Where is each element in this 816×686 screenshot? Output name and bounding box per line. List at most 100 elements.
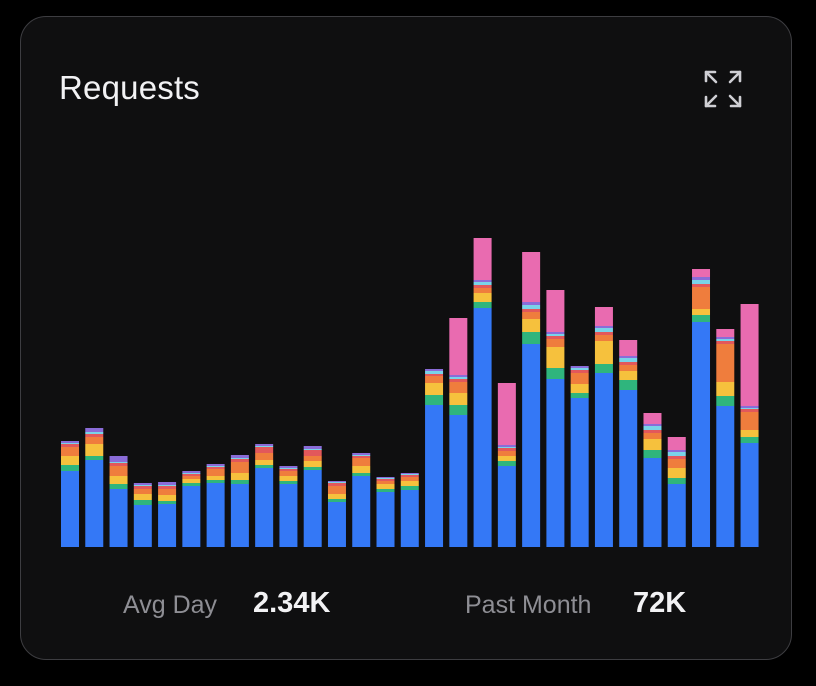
bar-segment-primary (425, 405, 444, 547)
bar-segment-purple (133, 483, 152, 485)
bar-segment-yellow (497, 456, 516, 461)
bar-segment-purple (303, 446, 322, 449)
bar-segment-primary (109, 489, 128, 547)
expand-icon[interactable] (703, 69, 743, 109)
bar-segment-cyan (400, 474, 419, 475)
bar-segment-cyan (352, 455, 371, 456)
bar-segment-orange (400, 477, 419, 481)
bar-segment-yellow (400, 481, 419, 486)
bar-D21 (546, 290, 565, 547)
bar-segment-yellow (352, 466, 371, 473)
bar-segment-yellow (376, 484, 395, 489)
bar-D17 (449, 318, 468, 547)
bar-segment-red (692, 284, 711, 287)
bar-D1 (61, 441, 79, 547)
bar-segment-cyan (740, 408, 759, 409)
bar-segment-cyan (619, 358, 638, 362)
bar-segment-yellow (522, 319, 541, 332)
bar-D19 (497, 383, 516, 547)
bar-D28 (716, 329, 735, 547)
past-month-label: Past Month (465, 591, 592, 619)
bar-segment-green (643, 450, 662, 458)
bar-segment-yellow (327, 494, 346, 499)
bar-segment-orange (667, 459, 686, 468)
bar-segment-purple (473, 280, 492, 282)
bar-segment-primary (133, 505, 152, 547)
bar-segment-purple (255, 444, 274, 446)
bar-segment-red (667, 456, 686, 459)
bar-segment-purple (400, 473, 419, 474)
bar-segment-primary (230, 484, 249, 547)
bar-segment-cyan (327, 482, 346, 483)
bar-segment-orange (206, 469, 225, 476)
bar-segment-green (133, 500, 152, 505)
bar-segment-green (497, 461, 516, 466)
bar-segment-red (740, 409, 759, 412)
bar-segment-green (352, 473, 371, 476)
bar-segment-orange (230, 462, 249, 473)
bar-segment-primary (400, 490, 419, 547)
card-title: Requests (59, 69, 201, 106)
bar-segment-purple (206, 464, 225, 466)
bar-segment-orange (449, 382, 468, 393)
bar-segment-purple (449, 375, 468, 377)
bar-segment-purple (158, 482, 177, 485)
bar-segment-purple (716, 337, 735, 339)
bar-segment-pink (667, 437, 686, 450)
bar-segment-yellow (594, 341, 613, 364)
bar-segment-purple (425, 369, 444, 371)
bar-segment-purple (327, 481, 346, 482)
bar-segment-primary (473, 308, 492, 547)
bar-segment-orange (303, 456, 322, 461)
bar-segment-cyan (497, 447, 516, 448)
bar-segment-cyan (570, 368, 589, 370)
bar-segment-primary (643, 458, 662, 547)
bar-segment-purple (692, 277, 711, 280)
bar-segment-orange (643, 433, 662, 439)
bar-segment-green (303, 467, 322, 470)
bar-segment-red (619, 362, 638, 365)
bar-segment-yellow (303, 461, 322, 467)
bar-segment-cyan (109, 462, 128, 463)
bar-segment-red (497, 448, 516, 451)
bar-segment-yellow (206, 476, 225, 480)
bar-segment-yellow (740, 430, 759, 437)
bar-segment-primary (255, 468, 274, 547)
bar-segment-green (546, 368, 565, 379)
bar-segment-primary (740, 443, 759, 547)
bar-segment-cyan (182, 473, 201, 474)
bar-segment-green (255, 465, 274, 468)
bar-segment-green (327, 499, 346, 502)
bar-segment-green (449, 405, 468, 415)
bar-segment-primary (522, 344, 541, 547)
bar-segment-purple (230, 455, 249, 458)
bar-segment-yellow (425, 383, 444, 395)
bar-segment-red (352, 456, 371, 458)
bar-segment-green (61, 465, 79, 471)
bar-segment-pink (522, 252, 541, 302)
bar-segment-yellow (643, 439, 662, 450)
bar-segment-green (667, 478, 686, 484)
bar-D5 (158, 482, 177, 547)
bar-segment-green (716, 396, 735, 406)
bar-segment-orange (85, 437, 104, 444)
bar-segment-orange (376, 481, 395, 484)
bar-D24 (619, 340, 638, 547)
bar-segment-orange (425, 376, 444, 383)
bar-segment-pink (716, 329, 735, 337)
bar-segment-green (109, 484, 128, 489)
bar-segment-primary (61, 471, 79, 547)
bar-segment-cyan (303, 449, 322, 450)
bar-segment-yellow (109, 476, 128, 484)
bar-segment-yellow (716, 382, 735, 396)
requests-chart (61, 238, 759, 547)
bar-segment-red (546, 336, 565, 339)
bar-segment-red (279, 469, 298, 471)
bar-segment-purple (182, 471, 201, 473)
bar-segment-purple (376, 477, 395, 478)
bar-segment-primary (158, 504, 177, 547)
bar-segment-red (522, 309, 541, 312)
bar-segment-cyan (61, 443, 79, 444)
bar-segment-yellow (546, 347, 565, 368)
bar-segment-red (85, 434, 104, 437)
